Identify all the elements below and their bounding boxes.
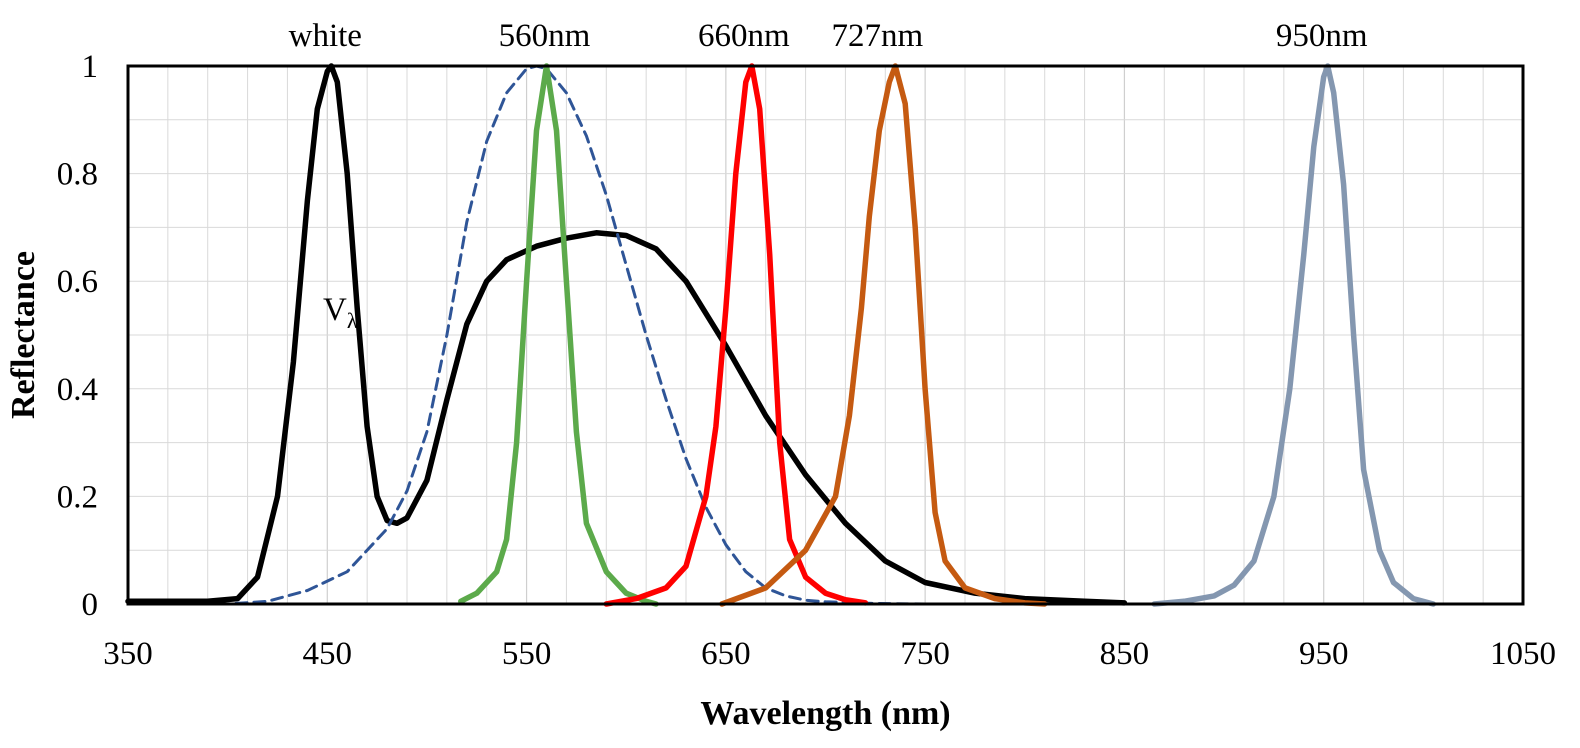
x-tick-labels: 350 450 550 650 750 850 950 1050 — [103, 636, 1556, 672]
peak-label: 727nm — [831, 18, 923, 54]
y-tick-labels: 0 0.2 0.4 0.6 0.8 1 — [57, 49, 98, 623]
y-tick-label: 0.2 — [57, 479, 98, 515]
series-line-560nm — [458, 63, 659, 607]
x-tick-label: 650 — [701, 636, 751, 672]
x-tick-label: 550 — [502, 636, 552, 672]
y-tick-label: 0.4 — [57, 372, 98, 408]
x-tick-label: 450 — [303, 636, 353, 672]
series-line-660nm — [603, 63, 869, 607]
y-tick-label: 0.8 — [57, 157, 98, 193]
x-tick-label: 350 — [103, 636, 153, 672]
y-axis-title: Reflectance — [5, 251, 42, 419]
y-tick-label: 0.6 — [57, 264, 98, 300]
peak-label: 950nm — [1276, 18, 1368, 54]
peak-labels: white 560nm 660nm 727nm 950nm — [289, 18, 1368, 54]
peak-label: white — [289, 18, 362, 54]
series-line-950nm — [1151, 63, 1437, 607]
x-axis-title: Wavelength (nm) — [700, 695, 950, 732]
peak-label: 560nm — [499, 18, 591, 54]
annotations: Vλ — [323, 292, 358, 333]
peak-label: 660nm — [698, 18, 790, 54]
series-line-white — [125, 63, 1128, 606]
x-tick-label: 1050 — [1490, 636, 1556, 672]
series-line-v-lambda — [126, 64, 1525, 606]
plot-area-frame — [126, 64, 1525, 606]
y-tick-label: 1 — [82, 49, 99, 85]
v-lambda-annotation: Vλ — [323, 292, 358, 333]
x-tick-label: 950 — [1299, 636, 1349, 672]
x-tick-label: 850 — [1100, 636, 1150, 672]
y-tick-label: 0 — [82, 587, 99, 623]
x-tick-label: 750 — [900, 636, 950, 672]
